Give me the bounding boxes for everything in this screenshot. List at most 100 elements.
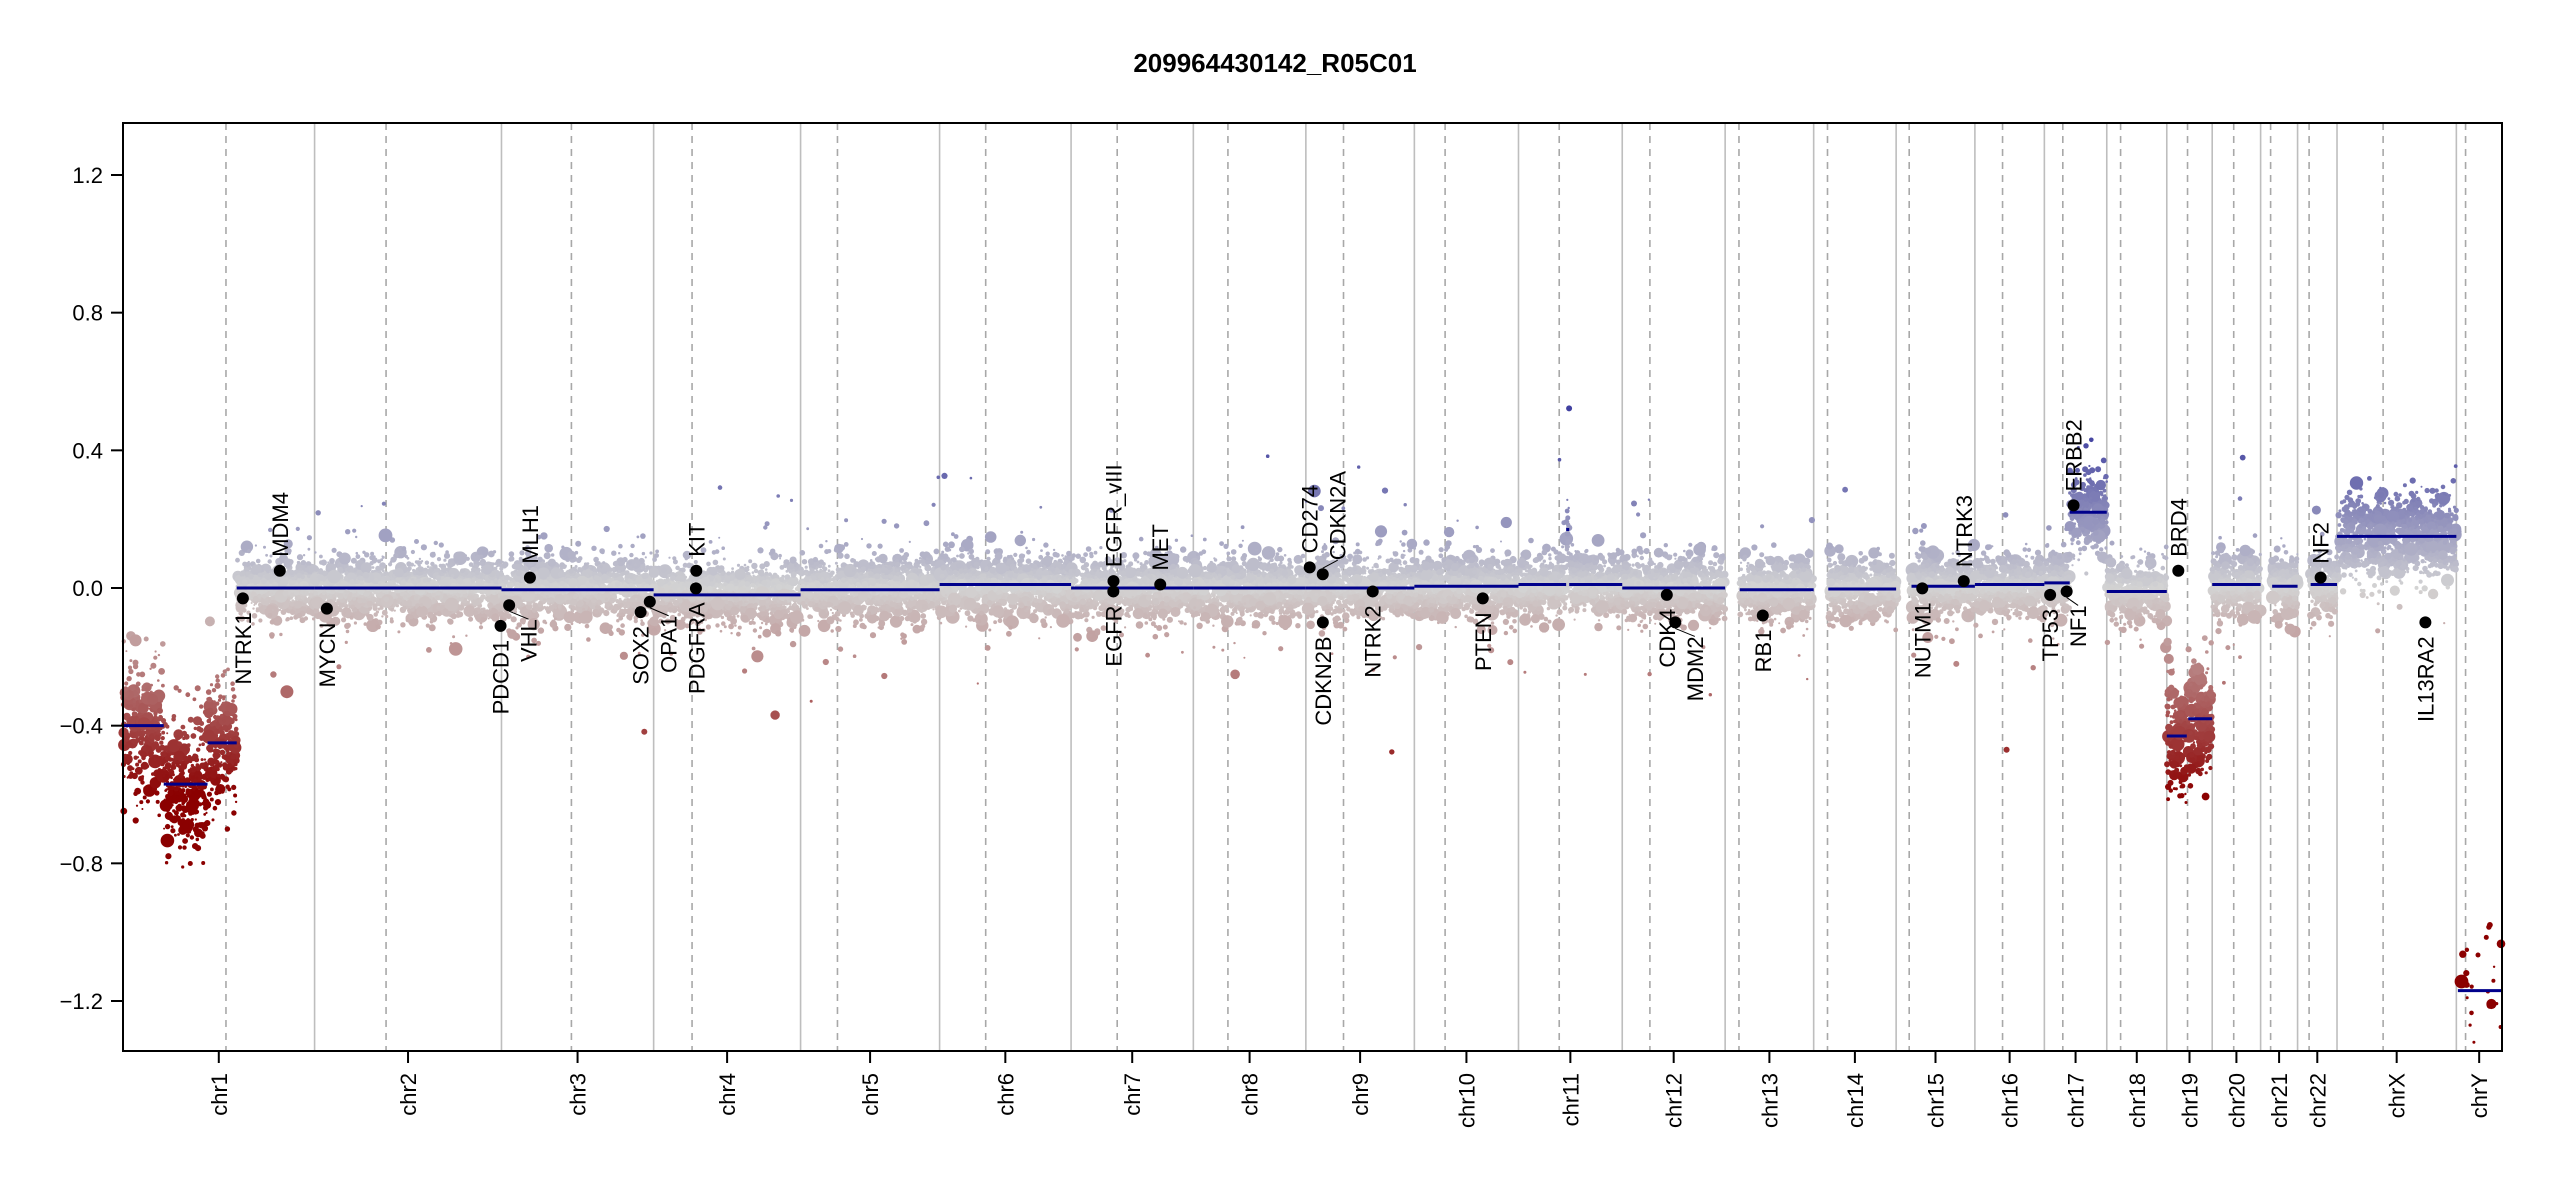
probe-point xyxy=(291,580,296,585)
probe-point xyxy=(141,808,144,810)
probe-point xyxy=(602,561,606,565)
probe-point xyxy=(551,606,554,610)
probe-point xyxy=(360,505,363,508)
probe-point xyxy=(229,730,235,735)
probe-point xyxy=(343,611,347,615)
probe-point xyxy=(482,564,493,575)
probe-point xyxy=(474,570,480,576)
probe-point xyxy=(344,594,347,597)
probe-point xyxy=(554,606,558,610)
probe-point xyxy=(150,739,153,742)
probe-point xyxy=(619,651,629,660)
probe-point xyxy=(189,767,193,770)
probe-point xyxy=(221,701,225,705)
probe-point xyxy=(626,561,629,565)
probe-point xyxy=(234,762,238,767)
probe-point xyxy=(306,535,312,541)
probe-point xyxy=(643,573,649,579)
probe-point xyxy=(151,772,155,776)
probe-point xyxy=(153,743,160,750)
probe-point xyxy=(441,566,448,573)
probe-point xyxy=(199,832,206,839)
probe-point xyxy=(693,560,698,564)
probe-point xyxy=(145,799,150,804)
probe-point xyxy=(605,566,611,572)
probe-point xyxy=(617,575,624,582)
probe-point xyxy=(401,600,405,604)
probe-point xyxy=(630,580,634,583)
probe-point xyxy=(176,741,182,747)
probe-point xyxy=(543,552,551,560)
probe-point xyxy=(234,800,238,804)
probe-point xyxy=(124,736,130,742)
probe-point xyxy=(520,571,523,575)
probe-point xyxy=(228,737,231,740)
probe-point xyxy=(374,577,379,582)
probe-point xyxy=(252,607,255,610)
probe-point xyxy=(296,612,303,619)
probe-point xyxy=(410,607,415,612)
probe-point xyxy=(280,604,283,607)
probe-point xyxy=(349,615,354,620)
probe-point xyxy=(594,558,598,562)
probe-point xyxy=(419,603,424,607)
chromosome-boundaries xyxy=(225,123,2467,1051)
probe-point xyxy=(588,578,594,584)
probe-point xyxy=(232,713,238,719)
probe-point xyxy=(180,763,187,770)
probe-point xyxy=(297,595,302,599)
probe-point xyxy=(629,606,632,610)
probe-point xyxy=(706,561,711,567)
probe-point xyxy=(327,569,341,584)
probe-point xyxy=(757,634,762,639)
probe-point xyxy=(164,764,171,770)
probe-point xyxy=(720,615,725,620)
probe-point xyxy=(221,730,225,735)
probe-point xyxy=(433,564,438,569)
probe-point xyxy=(180,724,186,730)
probe-point xyxy=(546,610,550,614)
probe-point xyxy=(431,592,436,598)
probe-point xyxy=(354,611,359,616)
probe-point xyxy=(599,548,605,554)
probe-point xyxy=(149,749,153,752)
probe-point xyxy=(377,559,382,564)
probe-point xyxy=(628,602,632,606)
probe-point xyxy=(168,757,173,762)
probe-point xyxy=(526,601,529,605)
probe-point xyxy=(296,560,301,565)
probe-point xyxy=(424,560,430,565)
probe-point xyxy=(201,742,205,746)
probe-point xyxy=(175,735,181,741)
probe-point xyxy=(198,743,202,747)
probe-point xyxy=(141,730,146,735)
probe-point xyxy=(129,704,133,708)
probe-point xyxy=(394,568,404,578)
probe-point xyxy=(222,719,226,723)
probe-point xyxy=(457,605,462,610)
probe-point xyxy=(637,572,641,576)
probe-point xyxy=(412,568,416,573)
probe-point xyxy=(603,610,610,617)
probe-point xyxy=(428,596,431,599)
probe-point xyxy=(153,757,157,762)
probe-point xyxy=(432,589,435,592)
probe-point xyxy=(436,557,442,562)
probe-point xyxy=(298,567,302,571)
probe-point xyxy=(585,595,590,599)
probe-point xyxy=(181,818,186,823)
probe-point xyxy=(132,659,139,666)
probe-point xyxy=(270,671,277,678)
probe-point xyxy=(427,611,434,619)
probe-point xyxy=(461,588,467,595)
probe-point xyxy=(203,805,209,811)
probe-point xyxy=(175,815,181,821)
probe-point xyxy=(410,562,414,567)
probe-point xyxy=(196,718,202,724)
probe-point xyxy=(182,838,189,844)
probe-point xyxy=(414,539,419,544)
chart-title: 209964430142_R05C01 xyxy=(1133,48,1416,78)
probe-point xyxy=(250,583,255,587)
probe-point xyxy=(426,647,432,653)
probe-point xyxy=(494,599,497,601)
